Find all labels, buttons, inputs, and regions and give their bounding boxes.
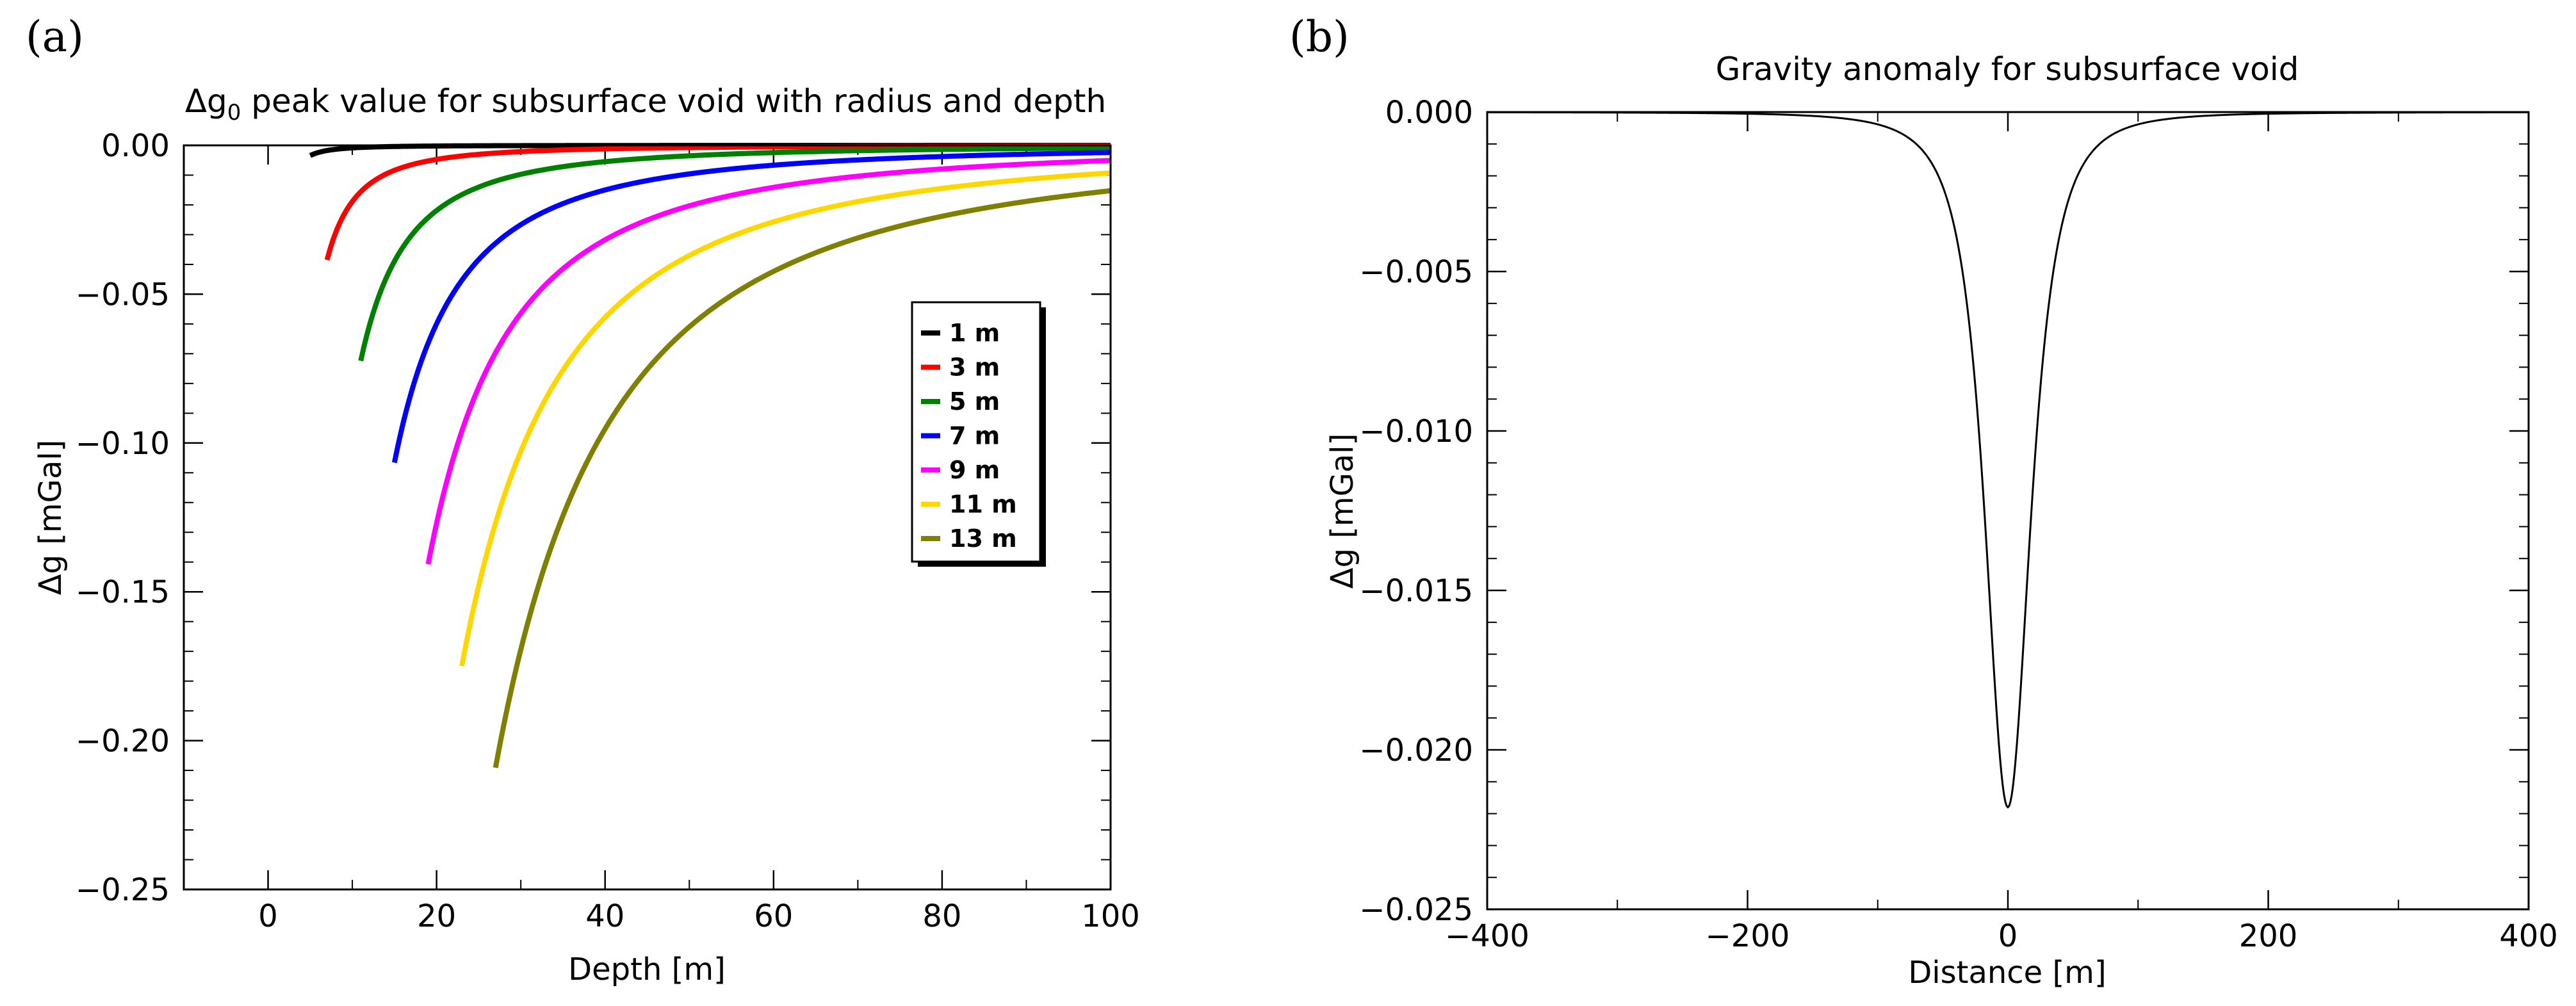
y-tick-label: −0.015	[1359, 573, 1473, 609]
panel-label-a: (a)	[26, 12, 84, 61]
chart-b: (b) Gravity anomaly for subsurface void …	[1289, 12, 2558, 991]
y-tick-label: −0.025	[1359, 892, 1473, 928]
legend-label-1m: 1 m	[949, 319, 1000, 347]
x-tick-label: −400	[1445, 918, 1529, 954]
chart-a-title-subscript: 0	[227, 100, 241, 126]
chart-a-legend: 1 m 3 m 5 m 7 m 9 m 11 m 13 m	[911, 301, 1046, 567]
chart-a-plot-frame	[183, 144, 1112, 891]
legend-label-7m: 7 m	[949, 422, 1000, 450]
chart-a: (a) Δg0 peak value for subsurface void w…	[26, 12, 1140, 987]
y-tick-label: −0.010	[1359, 414, 1473, 450]
y-tick-label: −0.25	[76, 872, 170, 908]
chart-a-tick-labels: 0 20 40 60 80 100 0.00 −0.05 −0.10 −0.15 −0.20 −0.2…	[76, 128, 1140, 934]
x-tick-label: −200	[1706, 918, 1790, 954]
x-tick-label: 0	[1998, 918, 2018, 954]
y-tick-label: −0.020	[1359, 733, 1473, 768]
x-tick-label: 80	[922, 898, 961, 934]
x-tick-label: 100	[1081, 898, 1140, 934]
chart-a-xlabel: Depth [m]	[568, 952, 726, 987]
chart-b-ylabel: Δg [mGal]	[1325, 434, 1360, 589]
y-tick-label: −0.20	[76, 724, 170, 759]
legend-label-5m: 5 m	[949, 387, 1000, 416]
y-tick-label: −0.15	[76, 574, 170, 610]
series-line-5m	[358, 145, 1111, 362]
series-line-7m	[391, 150, 1111, 464]
series-line-13m	[493, 188, 1111, 768]
x-tick-label: 40	[585, 898, 624, 934]
legend-box	[911, 301, 1041, 563]
x-tick-label: 400	[2499, 918, 2558, 954]
chart-a-title: Δg0 peak value for subsurface void with …	[185, 83, 1106, 126]
y-tick-label: −0.10	[76, 426, 170, 462]
legend-label-3m: 3 m	[949, 353, 1000, 382]
panel-label-b: (b)	[1289, 12, 1349, 61]
chart-a-title-prefix: Δg	[185, 83, 227, 120]
y-tick-label: 0.00	[101, 128, 170, 164]
y-tick-label: −0.05	[76, 277, 170, 312]
x-tick-label: 0	[258, 898, 278, 934]
series-line-11m	[459, 170, 1111, 667]
chart-a-ylabel: Δg [mGal]	[33, 440, 69, 596]
chart-b-xlabel: Distance [m]	[1908, 955, 2106, 991]
y-tick-label: −0.005	[1359, 254, 1473, 290]
chart-a-title-rest: peak value for subsurface void with radi…	[241, 83, 1106, 120]
legend-label-9m: 9 m	[949, 456, 1000, 484]
series-line-9m	[425, 158, 1111, 565]
legend-label-11m: 11 m	[949, 491, 1017, 519]
x-tick-label: 20	[417, 898, 456, 934]
legend-label-13m: 13 m	[949, 524, 1017, 553]
chart-b-tick-labels: −400 −200 0 200 400 0.000 −0.005 −0.010 −0.015 −0…	[1359, 95, 2557, 954]
x-tick-label: 60	[754, 898, 793, 934]
y-tick-label: 0.000	[1385, 95, 1473, 131]
chart-b-plot-frame	[1486, 111, 2530, 911]
chart-b-title: Gravity anomaly for subsurface void	[1716, 51, 2299, 88]
x-tick-label: 200	[2239, 918, 2298, 954]
